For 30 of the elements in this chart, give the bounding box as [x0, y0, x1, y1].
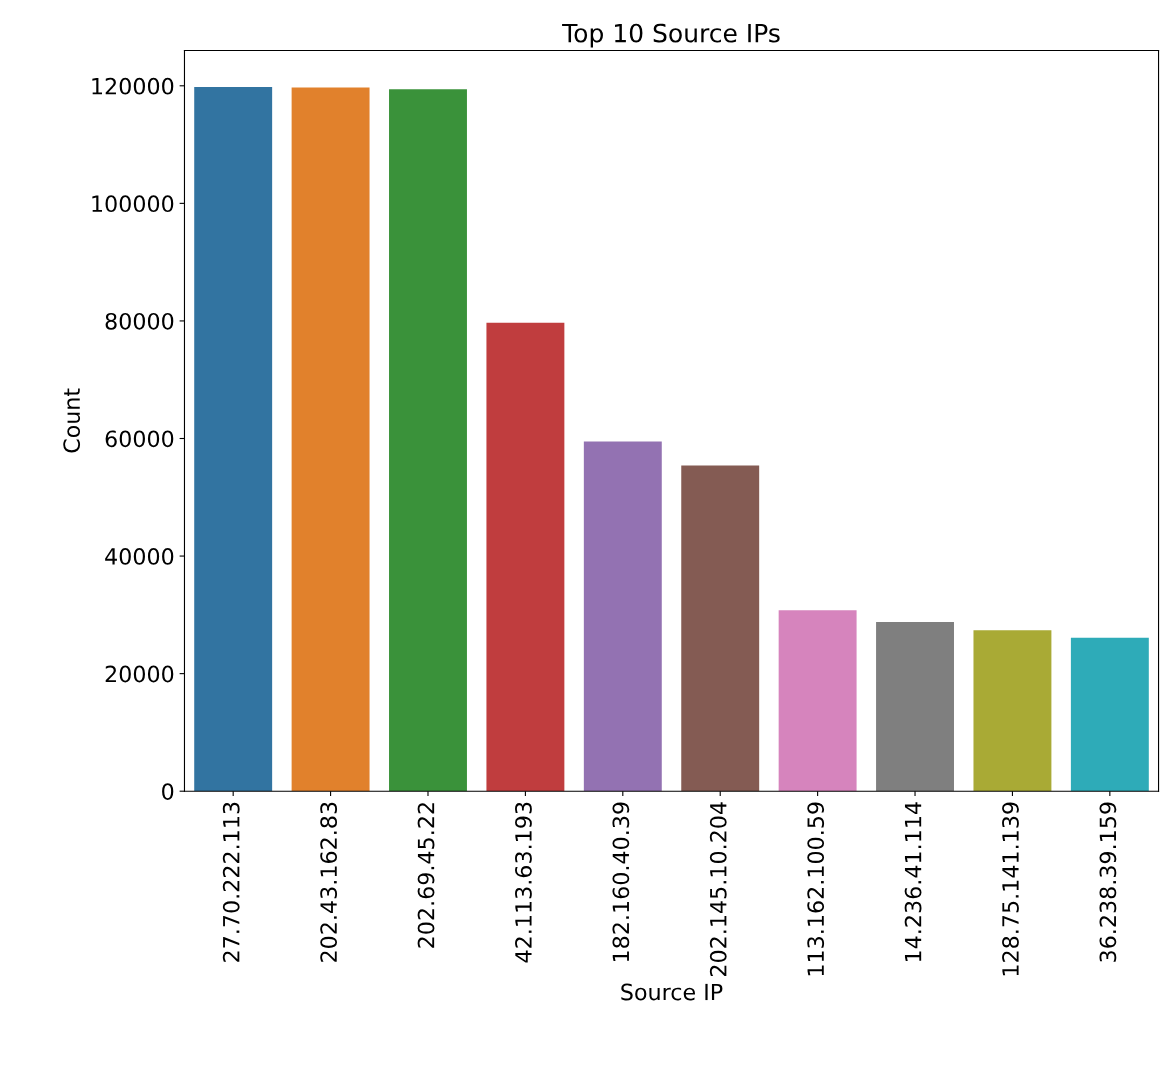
y-tick-label: 120000 — [92, 77, 174, 95]
y-tick-label: 40000 — [105, 548, 174, 565]
bar — [973, 630, 1052, 792]
y-axis-title: Count — [63, 388, 81, 453]
x-tick-label: 14.236.41.114 — [904, 802, 922, 962]
x-tick-label: 42.113.63.193 — [515, 802, 532, 963]
x-tick-label: 27.70.222.113 — [222, 802, 240, 962]
x-tick-label: 202.43.162.83 — [320, 802, 338, 962]
x-tick-label: 128.75.141.139 — [1002, 802, 1019, 976]
x-tick-label: 202.69.45.22 — [417, 803, 435, 948]
x-tick-label: 202.145.10.204 — [709, 802, 727, 977]
bar — [778, 610, 857, 792]
y-tick-label: 0 — [162, 783, 174, 800]
bar — [876, 621, 954, 792]
chart-title: Top 10 Source IPs — [562, 23, 780, 48]
x-tick-label: 113.162.100.59 — [807, 802, 825, 976]
bar — [291, 87, 370, 792]
bar — [583, 441, 662, 792]
y-tick-label: 20000 — [105, 665, 174, 683]
bar — [389, 89, 467, 792]
x-tick-label: 182.160.40.39 — [612, 802, 630, 962]
y-tick-label: 80000 — [105, 312, 174, 330]
bar — [681, 465, 760, 792]
x-tick-label: 36.238.39.159 — [1099, 802, 1117, 962]
y-tick-label: 100000 — [92, 195, 174, 213]
x-axis-title: Source IP — [621, 983, 723, 1001]
bar — [1070, 637, 1149, 792]
bar — [194, 86, 273, 792]
bar — [486, 322, 565, 792]
y-tick-label: 60000 — [105, 430, 174, 448]
